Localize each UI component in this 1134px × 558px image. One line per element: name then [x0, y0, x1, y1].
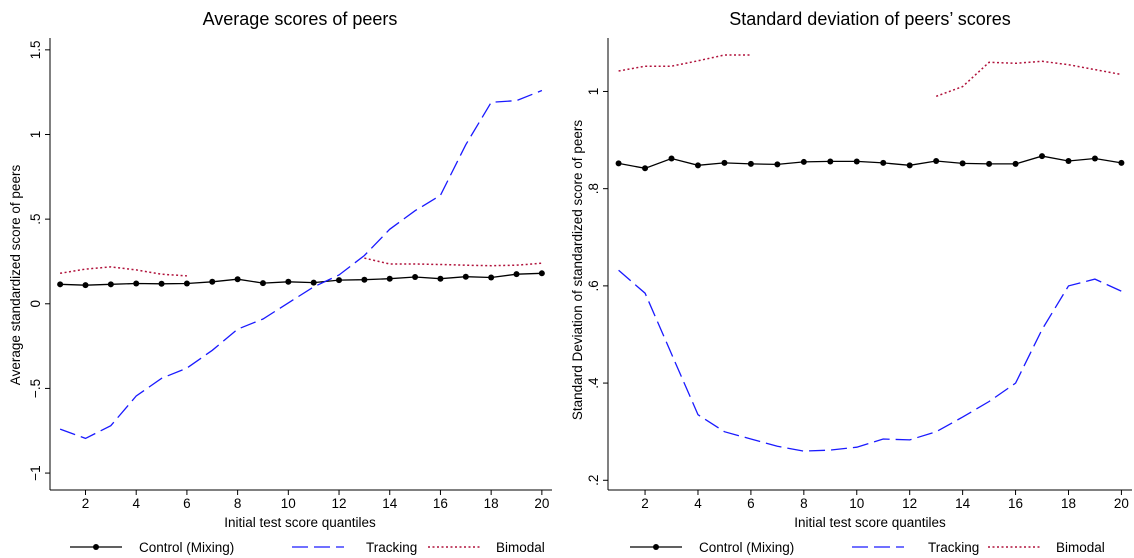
- control-point: [986, 160, 993, 167]
- x-tick-label: 2: [82, 496, 90, 511]
- control-point: [437, 275, 444, 282]
- control-point: [800, 158, 807, 165]
- legend-tracking-label: Tracking: [928, 540, 979, 555]
- control-point: [694, 162, 701, 169]
- y-tick-label: 0: [28, 300, 43, 308]
- x-tick-label: 2: [641, 496, 649, 511]
- control-point: [747, 160, 754, 167]
- control-point: [721, 159, 728, 166]
- control-point: [774, 161, 781, 168]
- y-tick-label: −1: [28, 465, 43, 480]
- x-tick-label: 6: [747, 496, 755, 511]
- control-point: [642, 165, 649, 172]
- control-point: [133, 280, 140, 287]
- x-tick-label: 16: [1008, 496, 1023, 511]
- x-tick-label: 4: [132, 496, 140, 511]
- tracking-line: [59, 89, 543, 440]
- control-point: [1039, 153, 1046, 160]
- control-point: [386, 275, 393, 282]
- control-point: [183, 280, 190, 287]
- control-line: [618, 155, 1122, 169]
- control-point: [412, 274, 419, 281]
- control-point: [57, 281, 64, 288]
- control-point: [285, 278, 292, 285]
- control-point: [906, 162, 913, 169]
- x-tick-label: 6: [183, 496, 191, 511]
- legend-bimodal-label: Bimodal: [1056, 540, 1105, 555]
- control-point: [933, 157, 940, 164]
- x-tick-label: 8: [234, 496, 242, 511]
- x-tick-label: 4: [694, 496, 702, 511]
- control-point: [158, 280, 165, 287]
- control-point: [615, 160, 622, 167]
- x-tick-label: 18: [484, 496, 499, 511]
- bimodal-line: [618, 54, 751, 72]
- control-point: [668, 155, 675, 162]
- x-tick-label: 20: [534, 496, 549, 511]
- legend-left: Control (Mixing) Tracking Bimodal: [70, 540, 545, 555]
- x-tick-label: 12: [902, 496, 917, 511]
- legend-tracking-label: Tracking: [366, 540, 417, 555]
- control-point: [538, 270, 545, 277]
- control-point: [488, 274, 495, 281]
- legend-control-label: Control (Mixing): [139, 540, 234, 555]
- y-tick-label: 1: [586, 88, 601, 96]
- x-tick-label: 12: [332, 496, 347, 511]
- y-axis-label: Standard Deviation of standardized score…: [570, 120, 585, 420]
- control-point: [1091, 155, 1098, 162]
- control-point: [234, 276, 241, 283]
- x-tick-label: 8: [800, 496, 808, 511]
- control-point: [361, 276, 368, 283]
- x-tick-label: 14: [382, 496, 398, 511]
- y-tick-label: 1.5: [28, 40, 43, 59]
- control-point: [853, 158, 860, 165]
- x-tick-label: 10: [849, 496, 864, 511]
- y-tick-label: 1: [28, 131, 43, 139]
- x-tick-label: 16: [433, 496, 448, 511]
- y-tick-label: .2: [586, 475, 601, 486]
- legend-control-marker: [653, 544, 659, 550]
- bimodal-line: [59, 266, 187, 277]
- chart-average-scores: Average scores of peers Average standard…: [8, 9, 552, 530]
- control-point: [82, 282, 89, 289]
- x-axis-label: Initial test score quantiles: [794, 515, 946, 530]
- x-axis-label: Initial test score quantiles: [224, 515, 376, 530]
- x-tick-label: 20: [1114, 496, 1129, 511]
- y-tick-label: .6: [586, 280, 601, 291]
- legend-right: Control (Mixing) Tracking Bimodal: [630, 540, 1105, 555]
- control-point: [107, 281, 114, 288]
- tracking-line: [618, 269, 1122, 452]
- y-axis-label: Average standardized score of peers: [8, 165, 23, 386]
- x-tick-label: 18: [1061, 496, 1076, 511]
- control-point: [259, 280, 266, 287]
- control-point: [310, 279, 317, 286]
- y-tick-label: .8: [586, 183, 601, 194]
- bimodal-line: [364, 257, 542, 267]
- control-point: [959, 160, 966, 167]
- chart-title: Standard deviation of peers’ scores: [729, 9, 1011, 29]
- control-point: [336, 277, 343, 284]
- chart-standard-deviation: Standard deviation of peers’ scores Stan…: [570, 9, 1132, 530]
- y-tick-label: .5: [28, 214, 43, 225]
- control-point: [1118, 159, 1125, 166]
- y-tick-label: .4: [586, 377, 601, 389]
- x-tick-label: 10: [281, 496, 296, 511]
- control-point: [1012, 160, 1019, 167]
- control-line: [60, 272, 542, 286]
- control-point: [209, 278, 216, 285]
- control-point: [1065, 157, 1072, 164]
- legend-control-marker: [93, 544, 99, 550]
- control-point: [827, 158, 834, 165]
- control-point: [880, 159, 887, 166]
- bimodal-line: [935, 60, 1122, 98]
- control-point: [462, 273, 469, 280]
- chart-title: Average scores of peers: [203, 9, 398, 29]
- control-point: [513, 271, 520, 278]
- legend-bimodal-label: Bimodal: [496, 540, 545, 555]
- x-tick-label: 14: [955, 496, 971, 511]
- y-tick-label: −.5: [28, 379, 43, 398]
- legend-control-label: Control (Mixing): [699, 540, 794, 555]
